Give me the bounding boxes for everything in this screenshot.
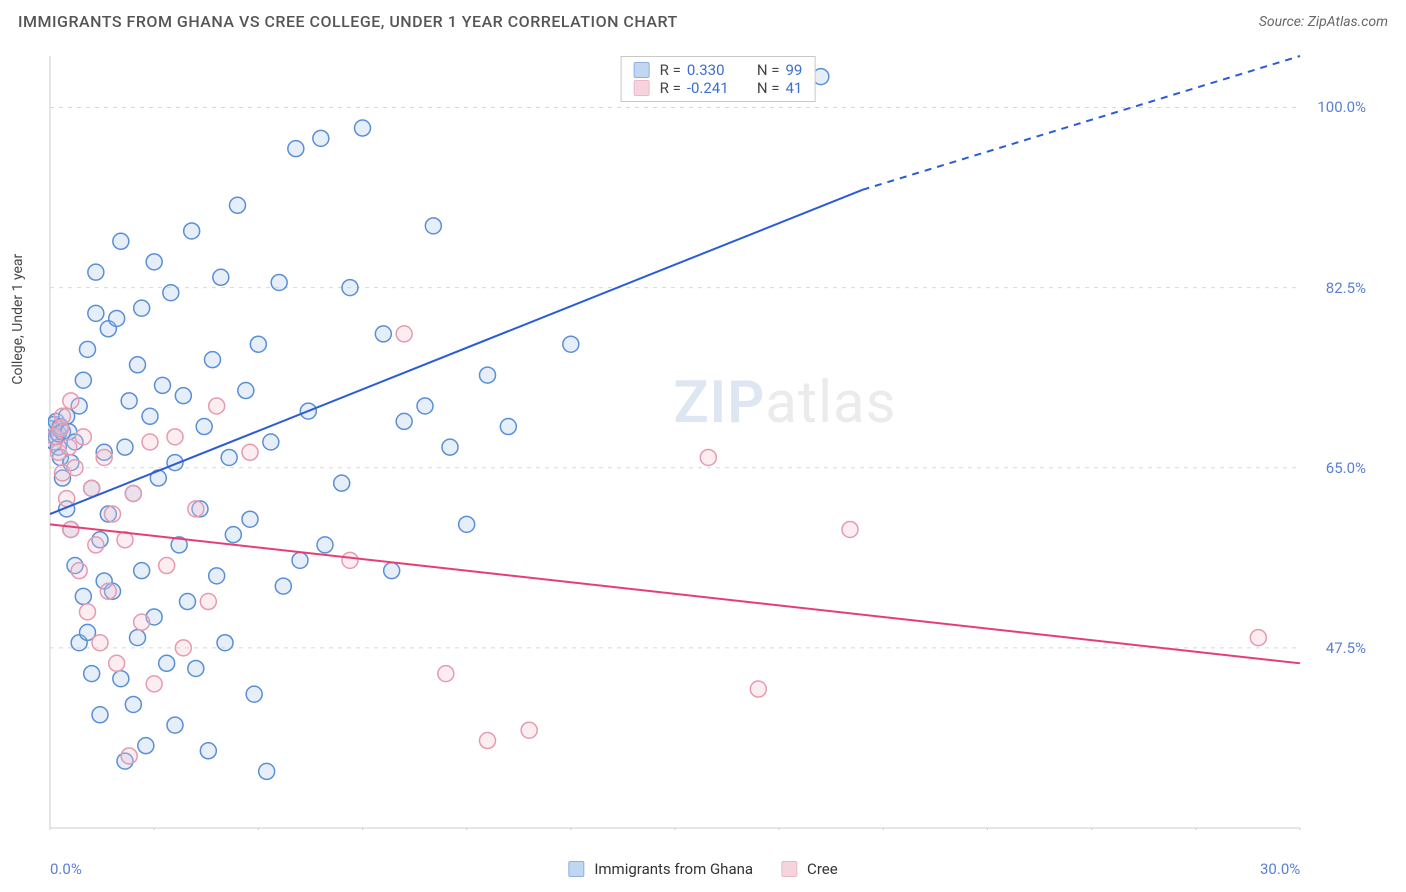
y-tick-label: 65.0% xyxy=(1326,459,1366,477)
series-legend: Immigrants from Ghana Cree xyxy=(568,860,837,878)
legend-swatch xyxy=(634,80,650,96)
legend-swatch xyxy=(634,62,650,78)
legend-item: Cree xyxy=(781,860,838,878)
y-axis-label: College, Under 1 year xyxy=(10,254,26,385)
n-value: 41 xyxy=(785,79,802,97)
r-value: -0.241 xyxy=(687,79,741,97)
r-label: R = xyxy=(660,79,681,97)
x-tick-label: 0.0% xyxy=(50,860,82,878)
legend-label: Immigrants from Ghana xyxy=(594,860,753,878)
legend-swatch xyxy=(781,861,797,877)
legend-label: Cree xyxy=(807,860,838,878)
legend-item: Immigrants from Ghana xyxy=(568,860,753,878)
source-label: Source: ZipAtlas.com xyxy=(1259,14,1388,30)
r-label: R = xyxy=(660,61,681,79)
r-value: 0.330 xyxy=(687,61,741,79)
chart-area: College, Under 1 year R = 0.330N = 99R =… xyxy=(48,54,1388,830)
y-tick-label: 82.5% xyxy=(1326,279,1366,297)
correlation-legend: R = 0.330 N = 99 R = -0.241 N = 41 xyxy=(621,56,816,102)
y-tick-label: 100.0% xyxy=(1317,98,1366,116)
y-tick-label: 47.5% xyxy=(1326,639,1366,657)
legend-stat-row: R = 0.330 N = 99 xyxy=(634,61,803,79)
scatter-plot xyxy=(48,54,1388,830)
x-tick-label: 30.0% xyxy=(1260,860,1300,878)
n-label: N = xyxy=(757,79,780,97)
chart-title: IMMIGRANTS FROM GHANA VS CREE COLLEGE, U… xyxy=(18,12,678,31)
legend-swatch xyxy=(568,861,584,877)
n-value: 99 xyxy=(785,61,802,79)
legend-stat-row: R = -0.241 N = 41 xyxy=(634,79,803,97)
n-label: N = xyxy=(757,61,780,79)
